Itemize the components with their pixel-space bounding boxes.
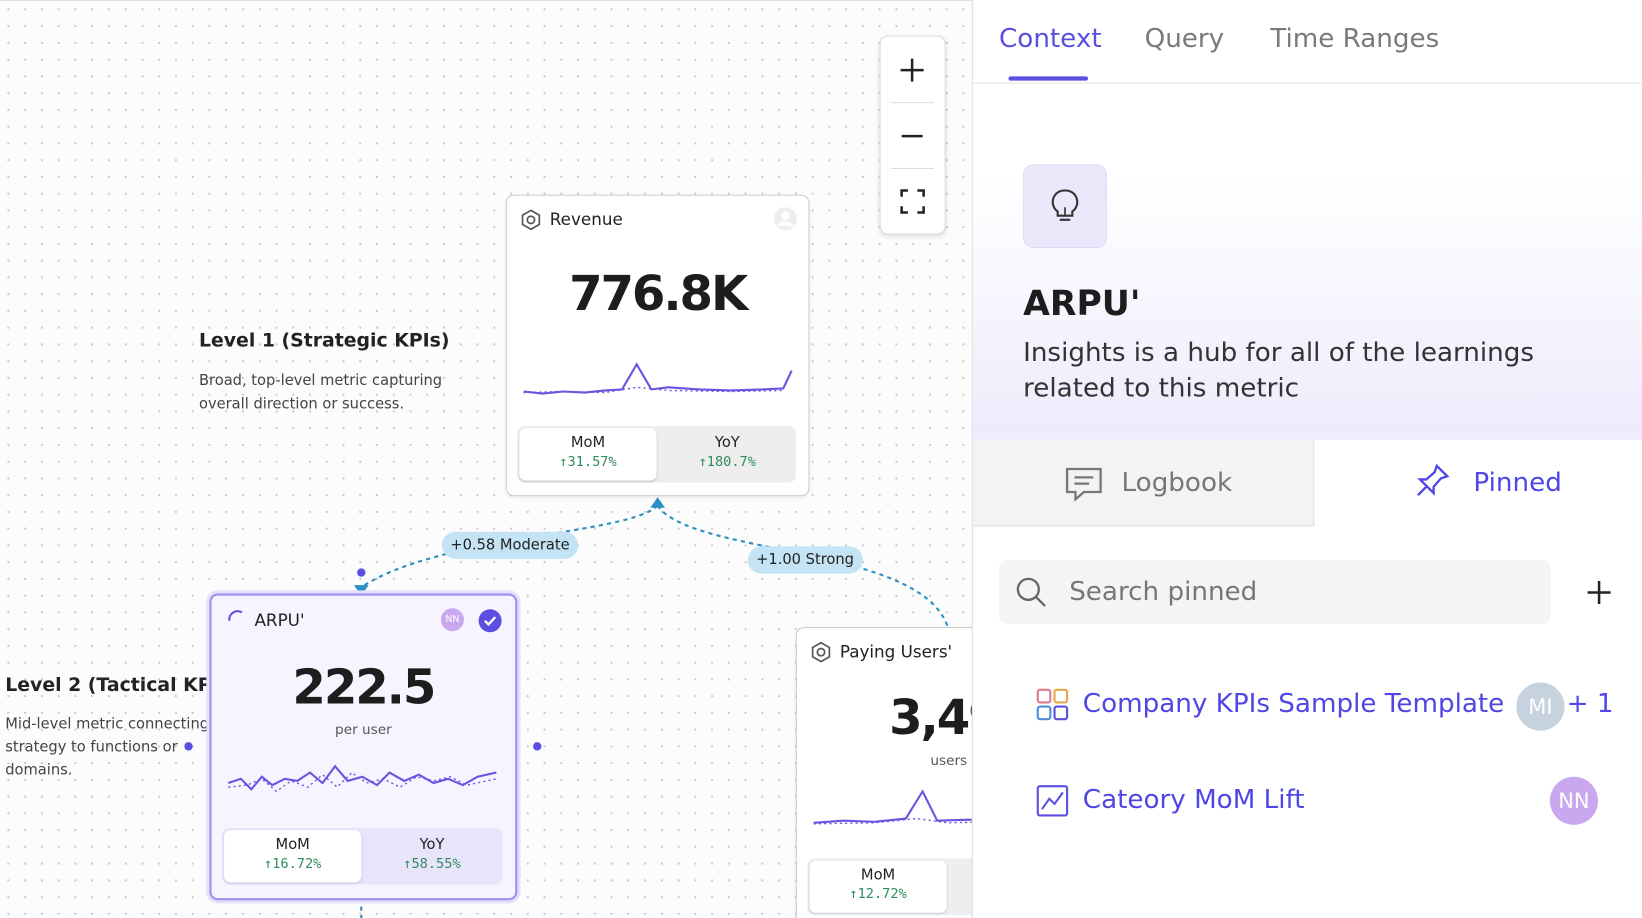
comparison[interactable]: MoM ↑16.72% xyxy=(224,830,362,883)
sparkline xyxy=(523,362,793,395)
avatar-overflow: + 1 xyxy=(1566,687,1614,719)
comparison-change: ↑31.57% xyxy=(559,454,617,471)
side-panel: Context Query Time Ranges ARPU' Insights… xyxy=(971,0,1642,918)
search-box[interactable]: Search pinned xyxy=(999,560,1551,624)
search-placeholder: Search pinned xyxy=(1069,575,1258,607)
metric-name: Paying Users' xyxy=(839,641,953,662)
tab-indicator xyxy=(1008,76,1089,81)
comparison-label: YoY xyxy=(419,836,445,854)
comparison-label: MoM xyxy=(860,866,896,884)
metric-unit: per user xyxy=(335,722,392,738)
comparison-change: ↑12.72% xyxy=(849,886,907,903)
subtab-label-active[interactable]: Pinned xyxy=(1473,466,1562,498)
panel-description: Insights is a hub for all of the learnin… xyxy=(1023,337,1535,404)
metric-icon xyxy=(521,209,541,231)
sparkline xyxy=(227,764,497,793)
level-title: Level 1 (Strategic KPIs) xyxy=(198,329,450,352)
comparison-label: YoY xyxy=(714,434,740,452)
subtab[interactable]: Logbook xyxy=(972,439,1315,527)
fit-view[interactable] xyxy=(900,189,925,214)
tab-active[interactable]: Context xyxy=(999,23,1102,54)
metric-icon xyxy=(811,641,831,663)
comparison-label: MoM xyxy=(275,836,310,854)
metric-name: Revenue xyxy=(549,209,623,230)
tab[interactable]: Time Ranges xyxy=(1270,23,1440,54)
metric-name: ARPU' xyxy=(254,610,305,631)
metric-card-selected[interactable]: ARPU' NN 222.5 per user MoM ↑16.72% YoY ↑5… xyxy=(209,593,518,901)
comparison-change: ↑58.55% xyxy=(403,856,461,872)
sparkline xyxy=(813,789,1001,825)
hero-icon-box xyxy=(1023,164,1107,249)
insights-hero: ARPU' Insights is a hub for all of the l… xyxy=(972,83,1642,440)
logbook-icon xyxy=(1065,467,1102,502)
subtab-label: Logbook xyxy=(1121,466,1233,498)
metric-value: 222.5 xyxy=(292,658,436,715)
correlation-label[interactable]: +0.58 Moderate xyxy=(441,531,578,559)
metric-tree-canvas: Level 1 (Strategic KPIs) Broad, top-leve… xyxy=(0,0,1102,918)
comparison-change: ↑180.7% xyxy=(698,454,756,471)
tab[interactable]: Query xyxy=(1144,23,1225,54)
search-icon xyxy=(1016,577,1046,607)
zoom-in[interactable] xyxy=(900,58,924,82)
connector xyxy=(656,505,949,628)
pin-icon xyxy=(1417,463,1450,496)
metric-card[interactable]: Revenue 776.8K MoM ↑31.57% YoY ↑180.7% xyxy=(505,194,810,497)
zoom-icons xyxy=(891,58,935,214)
comparison[interactable]: MoM ↑12.72% xyxy=(809,860,947,913)
level-title: Level 2 (Tactical KPIs) xyxy=(5,674,239,697)
template-icon xyxy=(1036,688,1069,721)
handle[interactable] xyxy=(357,568,366,577)
handle[interactable] xyxy=(533,742,542,751)
loading-icon xyxy=(228,610,243,621)
level-description: Mid-level metric connecting strategy to … xyxy=(5,716,210,779)
owner-avatar: NN xyxy=(440,608,464,632)
handle[interactable] xyxy=(184,742,193,751)
avatar: NN xyxy=(1549,776,1599,825)
comparison-change: ↑16.72% xyxy=(263,856,322,872)
comparison[interactable]: YoY ↑180.7% xyxy=(659,428,796,480)
report-icon xyxy=(1036,785,1069,817)
comparison[interactable]: YoY ↑58.55% xyxy=(363,830,500,882)
arrowhead xyxy=(650,497,665,508)
verified-badge xyxy=(478,609,502,633)
add-pin[interactable] xyxy=(1584,578,1613,607)
avatar: MI xyxy=(1514,680,1567,733)
comparison[interactable]: MoM ↑31.57% xyxy=(519,428,657,481)
metric-unit: users xyxy=(930,753,968,770)
owner-avatar xyxy=(773,207,797,231)
correlation-label[interactable]: +1.00 Strong xyxy=(747,546,863,574)
lightbulb-icon xyxy=(1051,189,1079,221)
panel-title: ARPU' xyxy=(1023,282,1141,324)
pinned-item[interactable]: Company KPIs Sample Template xyxy=(1082,687,1505,719)
arrowhead xyxy=(353,585,369,596)
zoom-controls xyxy=(879,35,946,235)
divider xyxy=(972,82,1642,84)
level-description: Broad, top-level metric capturing overal… xyxy=(198,372,443,413)
metric-value: 776.8K xyxy=(569,264,748,322)
pinned-item[interactable]: Cateory MoM Lift xyxy=(1082,784,1305,815)
comparison-label: MoM xyxy=(570,434,606,452)
